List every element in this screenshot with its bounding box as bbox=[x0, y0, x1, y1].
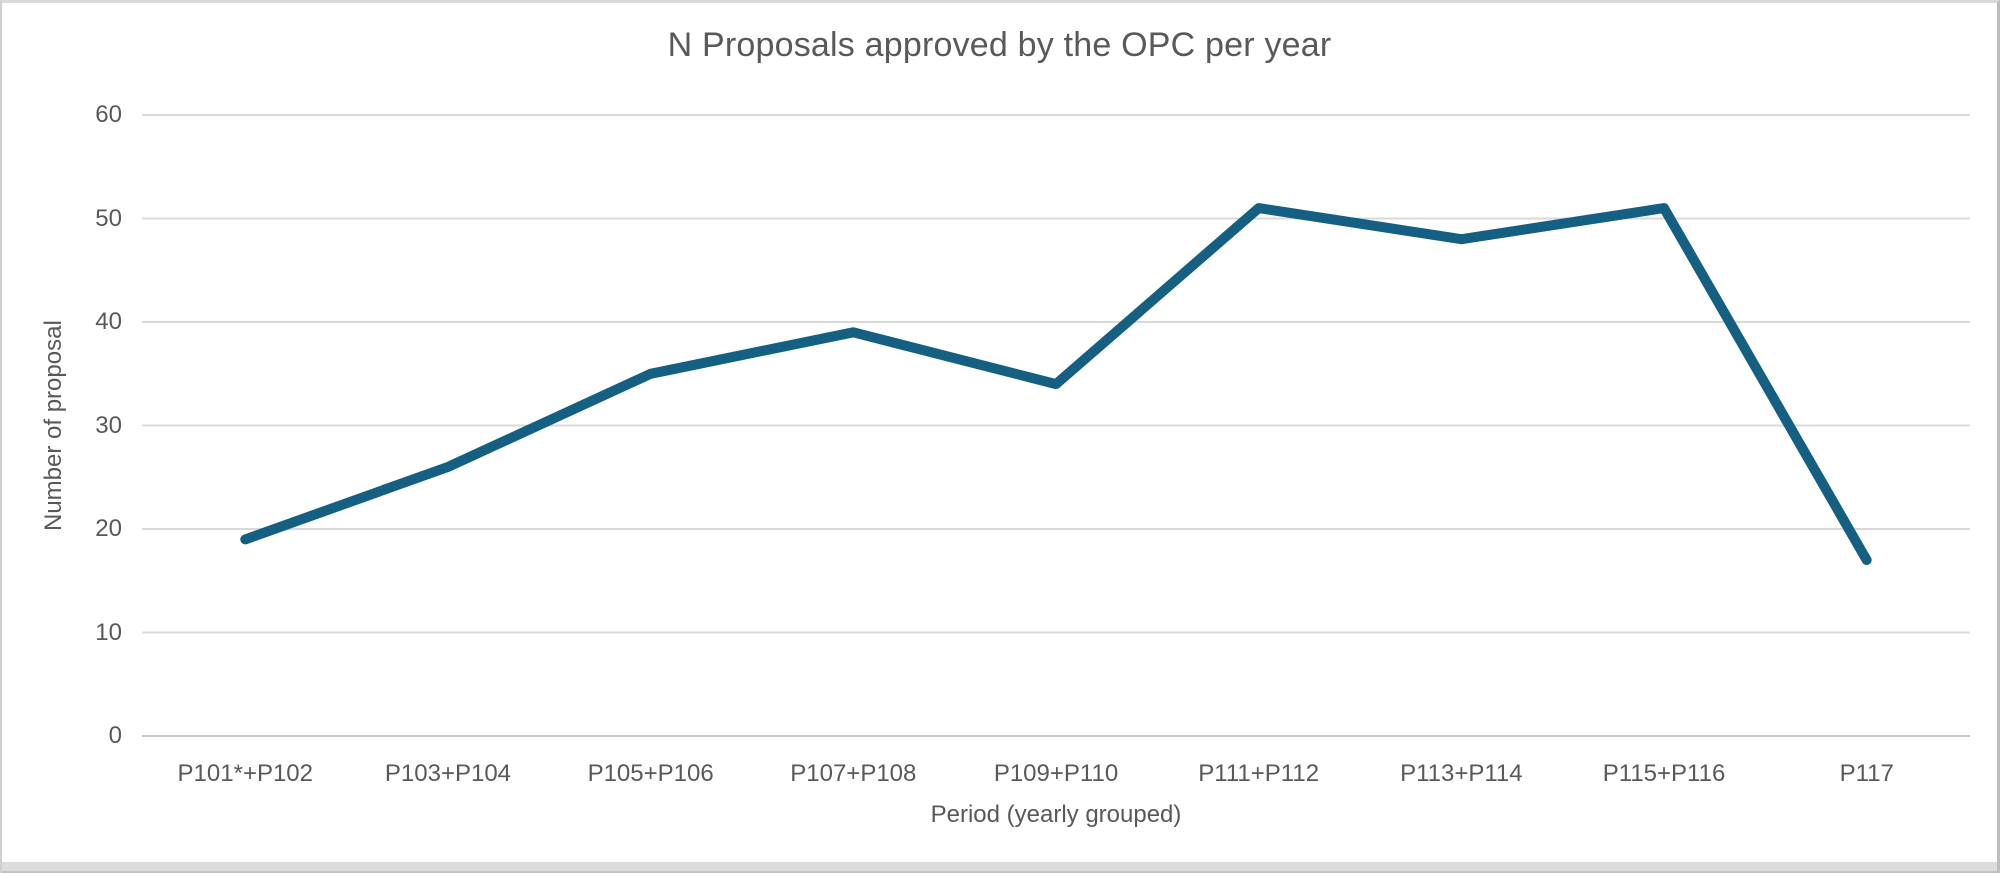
x-axis-category-label: P103+P104 bbox=[384, 760, 512, 787]
x-axis-category-label: P105+P106 bbox=[587, 760, 714, 787]
y-axis-tick-label: 0 bbox=[108, 722, 122, 749]
x-axis-title: Period (yearly grouped) bbox=[930, 801, 1182, 828]
x-axis-category-label: P107+P108 bbox=[790, 760, 917, 787]
x-axis-category-label: P113+P114 bbox=[1400, 760, 1523, 787]
x-axis-category-label: P115+P116 bbox=[1602, 760, 1726, 787]
y-axis-tick-label: 50 bbox=[95, 204, 122, 232]
series-line bbox=[240, 203, 1872, 566]
chart-title: N Proposals approved by the OPC per year bbox=[667, 26, 1332, 64]
y-axis-tick-label: 10 bbox=[95, 618, 122, 646]
plot-area bbox=[142, 114, 1970, 737]
y-axis-tick-label: 20 bbox=[95, 515, 122, 542]
x-axis-category-label: P101*+P102 bbox=[177, 760, 314, 787]
line-chart-canvas bbox=[142, 114, 1970, 737]
x-axis-category-label: P111+P112 bbox=[1198, 760, 1320, 787]
y-axis-tick-label: 60 bbox=[95, 101, 122, 128]
x-axis-category-label: P109+P110 bbox=[993, 760, 1119, 787]
y-axis-tick-label: 40 bbox=[95, 308, 122, 335]
x-axis-category-label: P117 bbox=[1839, 760, 1894, 787]
y-axis-tick-label: 30 bbox=[95, 411, 122, 439]
window-bottom-edge bbox=[2, 862, 1997, 873]
